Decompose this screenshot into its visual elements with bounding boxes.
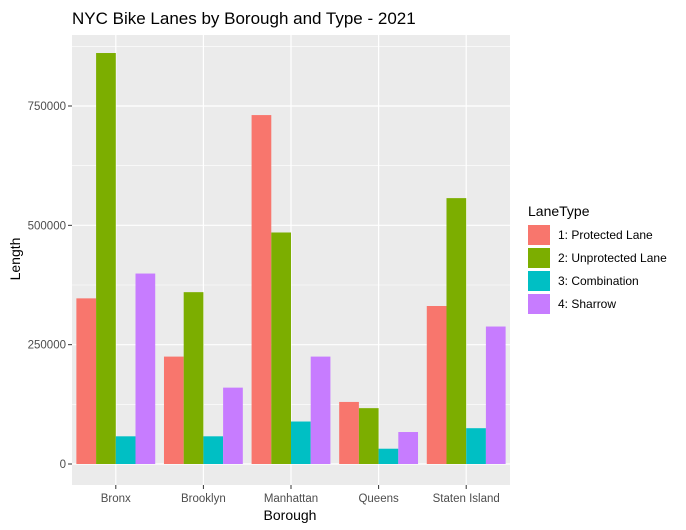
- y-tick-label: 500000: [28, 220, 66, 232]
- y-axis: 0 250000 500000 750000: [28, 101, 72, 471]
- bar: [135, 273, 156, 464]
- bars: [76, 53, 506, 465]
- x-axis-title: Borough: [264, 507, 317, 523]
- bar: [163, 356, 184, 464]
- bar: [96, 53, 116, 465]
- x-tick-label: Brooklyn: [181, 493, 226, 505]
- x-tick-label: Staten Island: [433, 493, 500, 505]
- y-tick-label: 0: [60, 459, 66, 471]
- x-tick-label: Manhattan: [264, 493, 318, 505]
- bar: [358, 408, 379, 464]
- legend-label: 2: Unprotected Lane: [558, 251, 667, 265]
- y-axis-title: Length: [7, 238, 23, 281]
- bar: [76, 298, 97, 464]
- legend-label: 4: Sharrow: [558, 297, 616, 311]
- bar: [339, 401, 359, 464]
- x-tick-label: Bronx: [101, 493, 131, 505]
- bar: [271, 232, 291, 464]
- legend-swatch: [528, 225, 550, 245]
- y-tick-label: 750000: [28, 101, 66, 113]
- bar: [223, 387, 243, 464]
- bar: [183, 292, 204, 464]
- bar: [378, 448, 399, 464]
- bar: [251, 115, 272, 464]
- bar: [203, 436, 224, 464]
- bar: [398, 432, 419, 464]
- x-axis: Bronx Brooklyn Manhattan Queens Staten Islan…: [101, 485, 500, 505]
- bar: [485, 326, 506, 464]
- legend-swatch: [528, 271, 550, 291]
- bar: [291, 421, 311, 464]
- legend-label: 1: Protected Lane: [558, 228, 653, 242]
- bar: [466, 428, 486, 464]
- bar: [310, 356, 331, 464]
- legend-swatch: [528, 294, 550, 314]
- bar: [115, 436, 136, 464]
- legend-swatch: [528, 248, 550, 268]
- x-tick-label: Queens: [358, 493, 399, 505]
- bar: [446, 198, 467, 464]
- legend-title: LaneType: [528, 203, 590, 219]
- y-tick-label: 250000: [28, 340, 66, 352]
- legend: LaneType 1: Protected Lane 2: Unprotected…: [528, 203, 667, 314]
- legend-label: 3: Combination: [558, 274, 639, 288]
- chart-title: NYC Bike Lanes by Borough and Type - 202…: [72, 9, 416, 28]
- bar: [426, 306, 447, 464]
